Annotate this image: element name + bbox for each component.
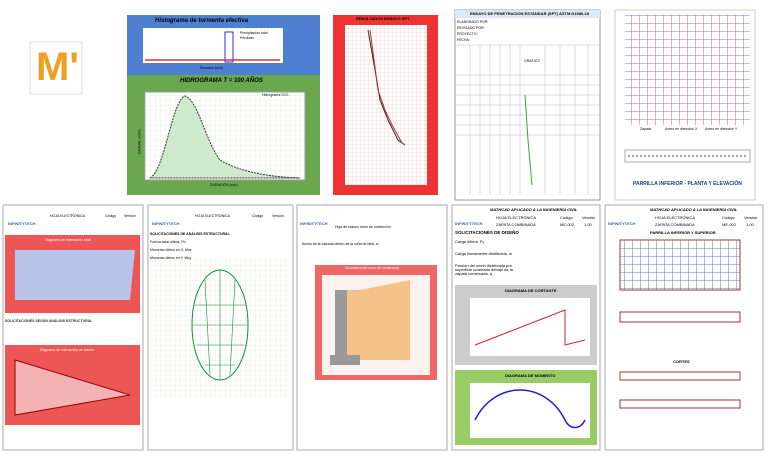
version: Versión (272, 214, 284, 218)
section: SOLICITACIONES DE ANÁLISIS ESTRUCTURAL (150, 232, 230, 236)
version: Versión (744, 215, 758, 220)
sheet: HOJA ELECTRÓNICA (50, 214, 86, 218)
spt-title: RESULTADOS ENSAYO SPT (356, 16, 410, 21)
int-region2 (14, 359, 131, 416)
spt-head (455, 10, 600, 18)
spt-line1 (367, 29, 406, 146)
int-region1 (15, 250, 135, 300)
spt-plot (345, 25, 427, 185)
hydro-plot1 (143, 28, 283, 63)
grid-plan (625, 15, 750, 125)
hist-bar (224, 31, 234, 63)
spt-rows (455, 74, 600, 136)
moment-plot (470, 383, 590, 438)
code-value: ME-002 (722, 222, 737, 227)
brand: INFINITYTECH (608, 221, 636, 226)
row: Momento último en Y, Muy (150, 256, 192, 260)
code: Código (560, 215, 573, 220)
chart-title: Geometría del muro de contención (345, 266, 399, 270)
brand: INFINITYTECH (152, 221, 180, 226)
header: MATHCAD APLICADO A LA INGENIERÍA CIVIL (490, 207, 578, 212)
axis-label: DURACIÓN (min) (210, 183, 238, 187)
chart-title: Diagrama de interacción de diseño (40, 348, 95, 352)
legend: Precipitación total (240, 31, 268, 35)
grid-elev (624, 149, 751, 163)
spt-line2 (369, 29, 403, 144)
logo-box (29, 41, 83, 95)
axis-label: Duración (min) (200, 66, 223, 70)
header: MATHCAD APLICADO A LA INGENIERÍA CIVIL (650, 207, 738, 212)
heading: Hoja de cálculo muro de contención (335, 225, 391, 229)
hydro-title2: HIDROGRAMA T = 100 AÑOS (180, 78, 263, 84)
grid2-elev3 (619, 399, 741, 409)
code: Código (105, 214, 117, 218)
logo: M' (36, 45, 79, 89)
table-row: REVISADO POR: (457, 26, 485, 30)
version: Versión (582, 215, 596, 220)
code: Código (252, 214, 264, 218)
chart-title: Diagrama de interacción axial (45, 238, 92, 242)
brand: INFINITYTECH (8, 221, 36, 226)
grid2-elev1 (619, 311, 741, 323)
mesh-lines (192, 270, 248, 380)
sheet: HOJA ELECTRÓNICA (195, 214, 231, 218)
section: SOLICITACIONES SEGÚN ANÁLISIS ESTRUCTURA… (5, 319, 93, 323)
legend: Zapata (640, 127, 651, 131)
brand: INFINITYTECH (455, 221, 483, 226)
chart-title: DIAGRAMA DE CORTANTE (505, 288, 557, 293)
version-value: 1.00 (584, 222, 592, 227)
name: ZAPATA COMBINADA (655, 222, 695, 227)
sheet: HOJA ELECTRÓNICA (655, 215, 696, 220)
shear-line (474, 309, 586, 346)
spt-cols (455, 44, 600, 195)
legend: Acero en dirección Y (705, 127, 738, 131)
table-row: ELABORADO POR: (457, 20, 489, 24)
chart-title: DIAGRAMA DE MOMENTO (505, 373, 556, 378)
code: Código (722, 215, 735, 220)
table-row: PROYECTO: (457, 32, 478, 36)
table-head: GRAFICO (524, 59, 540, 63)
row: Momento último en X, Mux (150, 248, 192, 252)
wall-wedge (345, 280, 410, 360)
sheet: HOJA ELECTRÓNICA (496, 215, 537, 220)
text: Ancho de la calzada dentro de la cuña de… (302, 242, 379, 246)
grid2-elev2 (619, 371, 741, 381)
version-value: 1.00 (746, 222, 754, 227)
spt-table-title: ENSAYO DE PENETRACION ESTANDAR (SPT) AST… (470, 11, 589, 16)
axis-label: CAUDAL (m3/s) (137, 129, 142, 155)
brand: INFINITYTECH (300, 221, 328, 226)
row: Fuerza axial última, Pu (150, 240, 186, 244)
hydrograph (149, 95, 301, 179)
table-row: FECHA: (457, 38, 470, 42)
legend: Pérdidas (240, 36, 254, 40)
item: Carga linealmente distribuida, w (455, 251, 512, 256)
section: SOLICITACIONES DE DISEÑO (455, 230, 519, 235)
legend: Acero en dirección X (665, 127, 698, 131)
version: Versión (124, 214, 136, 218)
name: ZAPATA COMBINADA (496, 222, 536, 227)
grid2-plan (619, 239, 741, 291)
wall-section (330, 290, 360, 365)
legend: Hidrograma SCS (262, 93, 289, 98)
item: Presión del suelo distribuida por superf… (455, 263, 513, 276)
spt-curve (524, 94, 533, 186)
code-value: ME-002 (560, 222, 575, 227)
shear-plot (470, 298, 590, 356)
item: Carga última, Pᵤ (455, 239, 485, 244)
section: PARRILLA INFERIOR Y SUPERIOR (650, 230, 716, 235)
moment-line (474, 389, 586, 429)
grid-title: PARRILLA INFERIOR - PLANTA Y ELEVACIÓN (633, 181, 742, 187)
hydro-title: Histograma de tormenta efectiva (155, 18, 249, 24)
cuts: CORTES (673, 359, 690, 364)
